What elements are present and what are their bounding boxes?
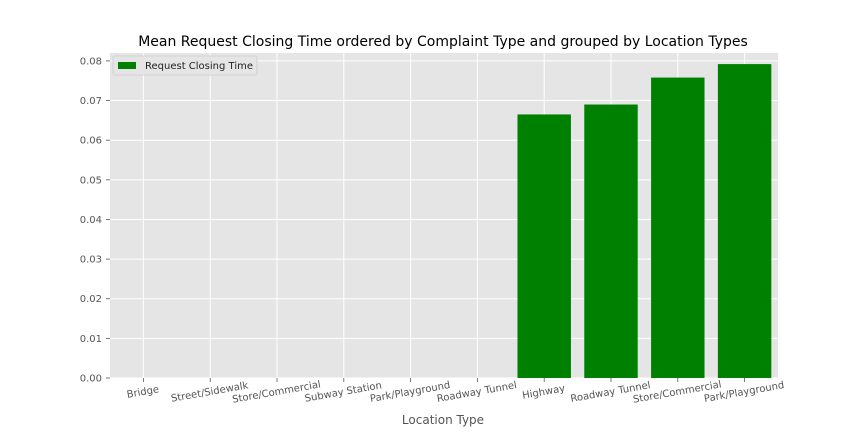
bars xyxy=(517,64,772,379)
x-tick-label: Highway xyxy=(522,383,567,401)
x-axis-title: Location Type xyxy=(402,413,484,427)
bar xyxy=(651,77,705,378)
chart-title: Mean Request Closing Time ordered by Com… xyxy=(138,34,748,50)
legend-swatch xyxy=(118,62,136,69)
legend-label: Request Closing Time xyxy=(145,61,253,72)
y-tick-label: 0.07 xyxy=(80,96,102,107)
y-axis: 0.00 0.01 0.02 0.03 0.04 0.05 0.06 0.07 0.08 xyxy=(80,56,110,385)
y-tick-label: 0.01 xyxy=(80,334,102,345)
y-tick-label: 0.02 xyxy=(80,294,102,305)
y-tick-label: 0.06 xyxy=(80,136,102,147)
bar xyxy=(717,64,772,378)
legend: Request Closing Time xyxy=(112,55,258,76)
bar xyxy=(584,104,638,379)
x-tick-label: Bridge xyxy=(126,384,160,400)
y-tick-label: 0.08 xyxy=(80,56,102,67)
y-tick-label: 0.03 xyxy=(80,255,102,266)
bar xyxy=(517,114,571,379)
legend-box xyxy=(112,55,258,76)
y-tick-label: 0.04 xyxy=(80,215,102,226)
y-tick-label: 0.05 xyxy=(80,175,102,186)
x-axis: Bridge Street/SidewalkStore/CommercialSub… xyxy=(126,378,785,406)
y-tick-label: 0.00 xyxy=(80,374,102,385)
